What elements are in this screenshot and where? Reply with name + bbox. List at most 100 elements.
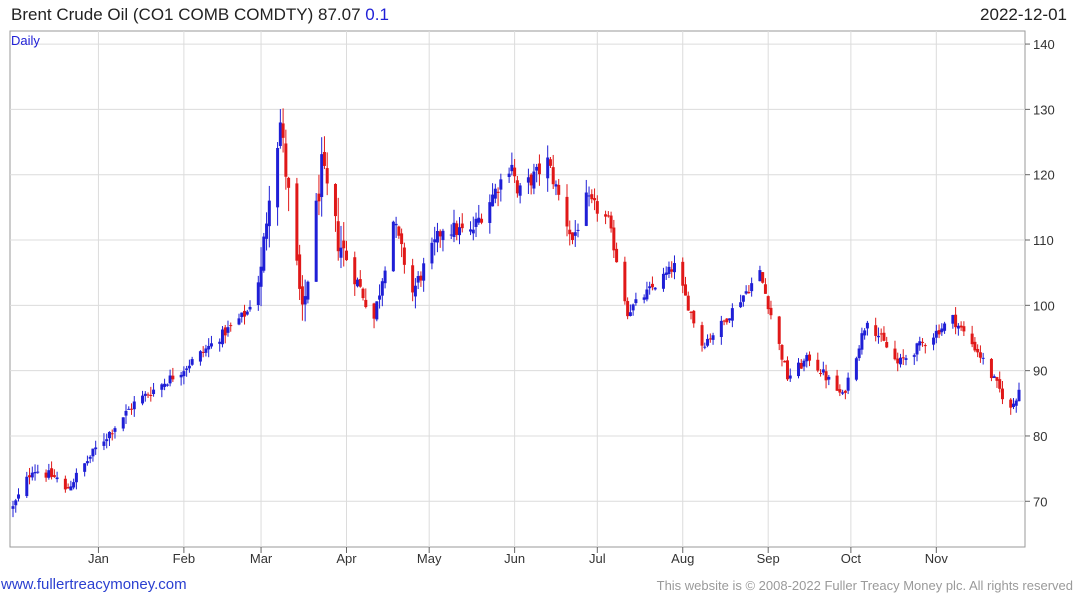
website-link[interactable]: www.fullertreacymoney.com xyxy=(1,576,187,593)
candle-body xyxy=(284,143,288,177)
candle-body xyxy=(339,247,343,258)
candle-body xyxy=(763,284,767,294)
candle-body xyxy=(576,229,580,231)
candle-body xyxy=(452,222,456,237)
candle-body xyxy=(72,482,76,488)
candle-body xyxy=(904,358,908,360)
candle-body xyxy=(557,184,561,195)
candle-body xyxy=(91,448,95,457)
candle-body xyxy=(110,433,114,435)
candle-body xyxy=(653,287,657,290)
plot-area xyxy=(9,30,1026,548)
candle-body xyxy=(474,218,478,227)
x-tick-label: Sep xyxy=(757,551,780,566)
candle-body xyxy=(152,389,156,395)
candle-body xyxy=(846,377,850,391)
candle-body xyxy=(433,239,437,243)
candle-body xyxy=(689,311,693,313)
candle-body xyxy=(912,355,916,357)
candle-body xyxy=(973,341,977,351)
candle-body xyxy=(130,408,134,410)
candle-body xyxy=(956,325,960,329)
candle-body xyxy=(240,312,244,318)
candle-body xyxy=(860,333,864,350)
candle-body xyxy=(493,188,497,199)
candle-body xyxy=(992,376,996,379)
candle-body xyxy=(25,476,29,497)
y-tick-label: 70 xyxy=(1033,494,1047,509)
candle-body xyxy=(287,177,291,188)
candle-body xyxy=(438,231,442,237)
y-tick-label: 130 xyxy=(1033,102,1055,117)
candle-body xyxy=(805,355,809,362)
candle-body xyxy=(943,323,947,331)
candle-body xyxy=(262,236,266,271)
candle-body xyxy=(634,299,638,304)
candle-body xyxy=(593,198,597,201)
candle-body xyxy=(449,234,453,236)
candle-body xyxy=(457,227,461,236)
candle-body xyxy=(681,261,685,286)
candle-body xyxy=(970,333,974,345)
chart-title: Brent Crude Oil (CO1 COMB COMDTY) 87.07 … xyxy=(11,5,389,25)
candle-body xyxy=(141,395,145,404)
candle-body xyxy=(548,159,552,166)
candle-body xyxy=(827,376,831,380)
candle-body xyxy=(411,265,415,293)
candle-body xyxy=(684,284,688,296)
candle-body xyxy=(893,348,897,360)
candle-body xyxy=(571,232,575,241)
x-tick-label: Nov xyxy=(925,551,949,566)
candle-body xyxy=(74,472,78,483)
y-tick-label: 120 xyxy=(1033,168,1055,183)
candle-body xyxy=(306,281,310,300)
candle-body xyxy=(650,283,654,288)
candle-body xyxy=(229,325,233,327)
candle-body xyxy=(700,325,704,346)
candle-body xyxy=(496,191,500,193)
candle-body xyxy=(416,276,420,283)
candle-body xyxy=(182,371,186,377)
candle-body xyxy=(314,200,318,282)
candle-body xyxy=(441,230,445,241)
candle-body xyxy=(741,295,745,302)
candle-body xyxy=(243,310,247,317)
candle-body xyxy=(28,475,32,478)
candle-body xyxy=(300,286,304,305)
candle-body xyxy=(797,362,801,377)
candle-body xyxy=(88,456,92,459)
candle-body xyxy=(146,394,150,396)
candle-body xyxy=(127,408,131,410)
candle-body xyxy=(375,301,379,320)
candle-body xyxy=(838,389,842,393)
candle-body xyxy=(788,375,792,379)
candle-body xyxy=(799,362,803,369)
candle-body xyxy=(631,304,635,311)
candle-body xyxy=(730,308,734,321)
candle-body xyxy=(921,341,925,343)
candle-body xyxy=(766,296,770,310)
candle-body xyxy=(171,375,175,380)
candle-body xyxy=(85,461,89,464)
candle-body xyxy=(725,318,729,323)
candle-body xyxy=(513,167,517,177)
candle-body xyxy=(761,272,765,283)
y-tick-label: 140 xyxy=(1033,37,1055,52)
candle-body xyxy=(165,384,169,386)
candle-body xyxy=(615,248,619,263)
candle-body xyxy=(187,365,191,369)
candle-body xyxy=(333,183,337,217)
candle-body xyxy=(863,330,867,336)
candle-body xyxy=(896,358,900,364)
candle-body xyxy=(220,329,224,345)
candle-body xyxy=(628,312,632,317)
candle-body xyxy=(708,338,712,340)
candle-body xyxy=(325,168,329,184)
candle-body xyxy=(245,311,249,315)
candle-body xyxy=(480,218,484,223)
candle-body xyxy=(612,227,616,251)
candle-body xyxy=(265,223,269,239)
candle-body xyxy=(94,447,98,450)
candle-body xyxy=(728,318,732,321)
candle-body xyxy=(14,500,18,506)
